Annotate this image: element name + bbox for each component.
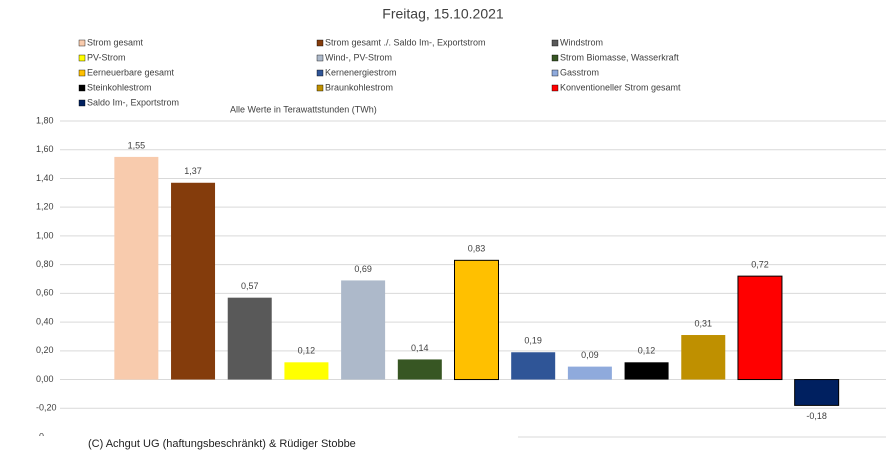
legend-swatch	[551, 69, 559, 77]
value-label: 0,09	[581, 350, 599, 360]
value-label: 0,12	[638, 346, 656, 356]
bar	[794, 379, 840, 406]
legend-label: Strom Biomasse, Wasserkraft	[560, 52, 679, 62]
y-tick-label: 1,00	[36, 230, 54, 240]
bar	[114, 156, 159, 380]
y-tick-label: 1,60	[36, 144, 54, 154]
bar	[171, 182, 216, 380]
legend-swatch	[551, 84, 559, 92]
bar	[397, 359, 442, 380]
bar	[737, 275, 783, 381]
legend-swatch	[78, 84, 86, 92]
legend-swatch	[78, 39, 86, 47]
legend-label: Windstrom	[560, 37, 603, 47]
y-tick-label: 0,00	[36, 374, 54, 384]
legend-swatch	[78, 69, 86, 77]
legend-swatch	[551, 54, 559, 62]
value-label: 0,19	[524, 336, 542, 346]
bar	[454, 259, 499, 381]
bar	[284, 362, 329, 380]
bar	[227, 297, 272, 380]
legend-label: Braunkohlestrom	[325, 82, 393, 92]
legend-swatch	[78, 54, 86, 62]
value-label: 0,12	[298, 346, 316, 356]
legend-label: Eerneuerbare gesamt	[87, 67, 175, 77]
footer-box	[0, 436, 518, 463]
value-label: 1,55	[128, 140, 146, 150]
legend-swatch	[551, 39, 559, 47]
y-tick-label: 1,40	[36, 173, 54, 183]
legend-label: Strom gesamt	[87, 37, 144, 47]
legend-swatch	[78, 99, 86, 107]
legend-label: Steinkohlestrom	[87, 82, 152, 92]
legend-label: Saldo Im-, Exportstrom	[87, 97, 179, 107]
value-label: 0,14	[411, 343, 429, 353]
chart-title: Freitag, 15.10.2021	[382, 6, 504, 22]
y-tick-label: 1,80	[36, 115, 54, 125]
y-tick-label: 0,80	[36, 259, 54, 269]
value-label: 0,72	[751, 260, 769, 270]
bar	[624, 362, 669, 380]
legend-label: Strom gesamt ./. Saldo Im-, Exportstrom	[325, 37, 486, 47]
legend-label: Wind-, PV-Strom	[325, 52, 392, 62]
value-label: 0,57	[241, 281, 259, 291]
legend-swatch	[316, 39, 324, 47]
y-tick-label: 0,40	[36, 316, 54, 326]
legend-label: Kernenergiestrom	[325, 67, 397, 77]
bar	[567, 366, 612, 380]
value-label: -0,18	[806, 411, 827, 421]
y-tick-label: 1,20	[36, 202, 54, 212]
legend-swatch	[316, 69, 324, 77]
footer: (C) Achgut UG (haftungsbeschränkt) & Rüd…	[88, 438, 356, 450]
legend-label: Gasstrom	[560, 67, 599, 77]
value-label: 0,83	[468, 244, 486, 254]
legend-label: PV-Strom	[87, 52, 126, 62]
value-label: 1,37	[184, 166, 202, 176]
legend-swatch	[316, 54, 324, 62]
y-tick-label: 0,60	[36, 288, 54, 298]
subtitle: Alle Werte in Terawattstunden (TWh)	[230, 104, 377, 114]
value-label: 0,31	[695, 318, 713, 328]
bar	[511, 352, 556, 380]
legend-swatch	[316, 84, 324, 92]
bar	[341, 280, 386, 380]
y-tick-label: -0,20	[36, 403, 57, 413]
value-label: 0,69	[354, 264, 372, 274]
bar	[681, 335, 726, 380]
y-tick-label: 0,20	[36, 345, 54, 355]
legend-label: Konventioneller Strom gesamt	[560, 82, 681, 92]
